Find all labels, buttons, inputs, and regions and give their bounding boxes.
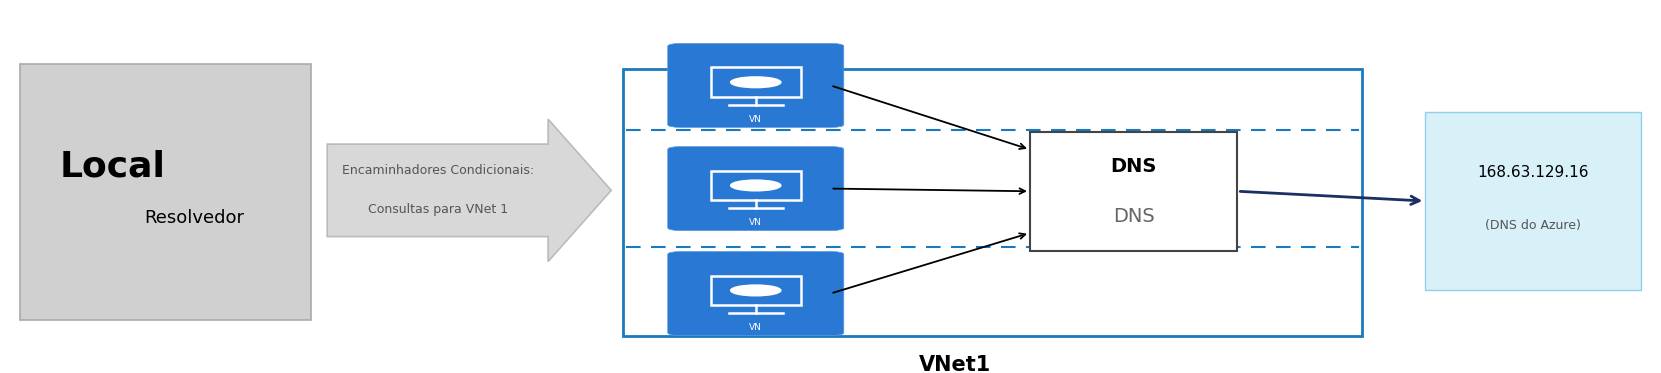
FancyBboxPatch shape <box>1030 132 1237 251</box>
Circle shape <box>731 77 781 88</box>
FancyBboxPatch shape <box>20 64 311 320</box>
FancyBboxPatch shape <box>1425 112 1641 290</box>
Text: DNS: DNS <box>1111 157 1156 176</box>
Text: Local: Local <box>60 150 166 184</box>
Text: VN: VN <box>749 115 762 123</box>
FancyBboxPatch shape <box>668 147 844 231</box>
FancyBboxPatch shape <box>668 251 844 336</box>
Text: VNet1: VNet1 <box>920 355 992 373</box>
Text: Consultas para VNet 1: Consultas para VNet 1 <box>367 203 508 216</box>
Circle shape <box>731 285 781 296</box>
Text: VN: VN <box>749 218 762 227</box>
Text: DNS: DNS <box>1113 207 1154 226</box>
Text: VN: VN <box>749 323 762 332</box>
Bar <box>711 276 801 305</box>
Text: Encaminhadores Condicionais:: Encaminhadores Condicionais: <box>342 164 533 177</box>
Circle shape <box>731 180 781 191</box>
FancyBboxPatch shape <box>623 69 1362 336</box>
Bar <box>711 170 801 200</box>
Text: Resolvedor: Resolvedor <box>145 209 244 227</box>
Bar <box>711 68 801 97</box>
FancyBboxPatch shape <box>668 43 844 128</box>
Text: (DNS do Azure): (DNS do Azure) <box>1485 219 1581 232</box>
Text: 168.63.129.16: 168.63.129.16 <box>1477 165 1590 180</box>
Polygon shape <box>327 119 611 261</box>
